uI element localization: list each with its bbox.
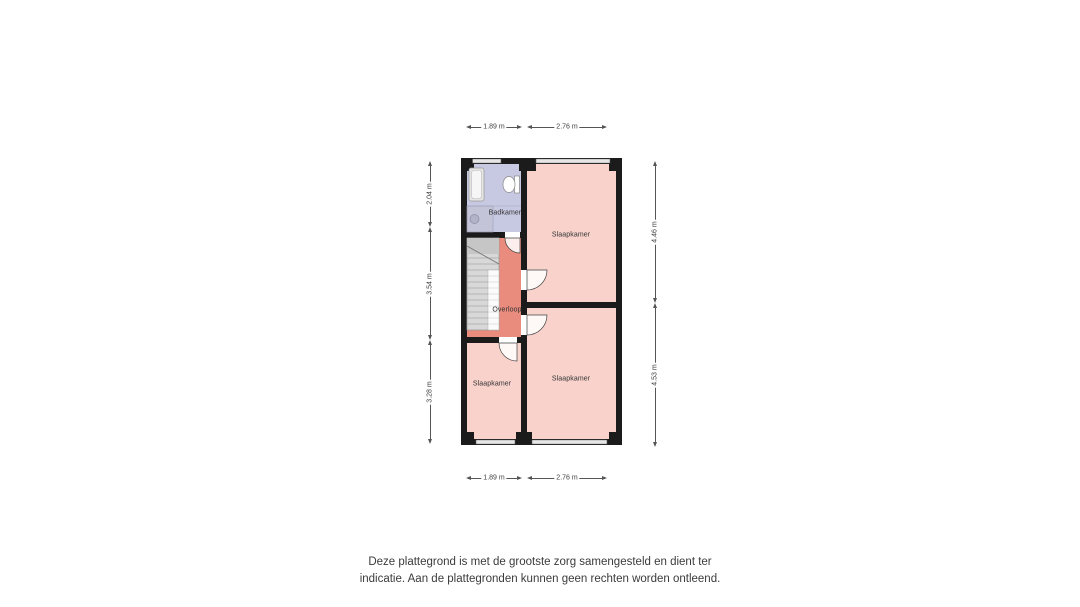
room-label-overloop: Overloop (492, 306, 522, 314)
wall-center-vertical (521, 164, 527, 439)
dimension-arrow-icon (602, 475, 607, 480)
room-label-slaapkamer-bottom-left: Slaapkamer (472, 380, 512, 388)
wall-badkamer-bottom (461, 232, 527, 238)
wall-pillar (461, 432, 474, 445)
wall-bottom (461, 439, 622, 445)
dimension-label: 2.76 m (554, 123, 580, 131)
wall-pillar (516, 432, 532, 445)
dimension-label: 3.54 m (426, 270, 434, 297)
dimension-arrow-icon (652, 442, 657, 447)
dimension-arrow-icon (517, 475, 522, 480)
wall-right (616, 158, 622, 445)
dimension-label: 1.89 m (481, 123, 507, 131)
dimension-label: 4.53 m (651, 362, 659, 388)
dimension-bottom-right-segment: 2.76 m (527, 471, 607, 485)
wall-left (461, 158, 467, 445)
wall-overloop-bottom (461, 337, 527, 343)
dimension-label: 4.46 m (651, 219, 659, 245)
disclaimer-line-1: Deze plattegrond is met de grootste zorg… (368, 556, 712, 568)
dimension-arrow-icon (427, 439, 432, 444)
dimension-left-segment-1: 2.04 m (423, 161, 437, 227)
dimension-left-segment-3: 3.28 m (423, 340, 437, 444)
wall-pillar (609, 432, 622, 445)
dimension-label: 2.76 m (554, 474, 580, 482)
wall-top (461, 158, 622, 164)
dimension-arrow-icon (652, 298, 657, 303)
dimension-arrow-icon (427, 335, 432, 340)
room-label-slaapkamer-top-right: Slaapkamer (551, 231, 591, 239)
dimension-arrow-icon (517, 124, 522, 129)
room-slaapkamer-bottom-right (527, 308, 616, 439)
wall-pillar (461, 158, 474, 171)
dimension-arrow-icon (602, 124, 607, 129)
room-badkamer (467, 164, 521, 232)
dimension-arrow-icon (427, 222, 432, 227)
wall-right-rooms-divider (521, 302, 622, 308)
room-label-slaapkamer-bottom-right: Slaapkamer (551, 375, 591, 383)
floorplan: Badkamer Slaapkamer Overloop Slaapkamer … (461, 158, 622, 445)
disclaimer-line-2: indicatie. Aan de plattegronden kunnen g… (359, 573, 721, 586)
dimension-right-segment-1: 4.46 m (648, 161, 662, 303)
dimension-left-segment-2: 3.54 m (423, 227, 437, 340)
room-slaapkamer-bottom-left (467, 343, 521, 439)
disclaimer-text: Deze plattegrond is met de grootste zorg… (0, 554, 1080, 589)
dimension-bottom-left-segment: 1.89 m (466, 471, 522, 485)
dimension-right-segment-2: 4.53 m (648, 303, 662, 447)
dimension-label: 3.28 m (426, 379, 434, 405)
room-label-badkamer: Badkamer (488, 209, 522, 217)
dimension-top-left-segment: 1.89 m (466, 120, 522, 134)
dimension-label: 2.04 m (426, 181, 434, 207)
room-overloop (467, 238, 521, 337)
wall-pillar (609, 158, 622, 171)
wall-pillar (519, 158, 536, 171)
dimension-top-right-segment: 2.76 m (527, 120, 607, 134)
dimension-label: 1.89 m (481, 474, 507, 482)
